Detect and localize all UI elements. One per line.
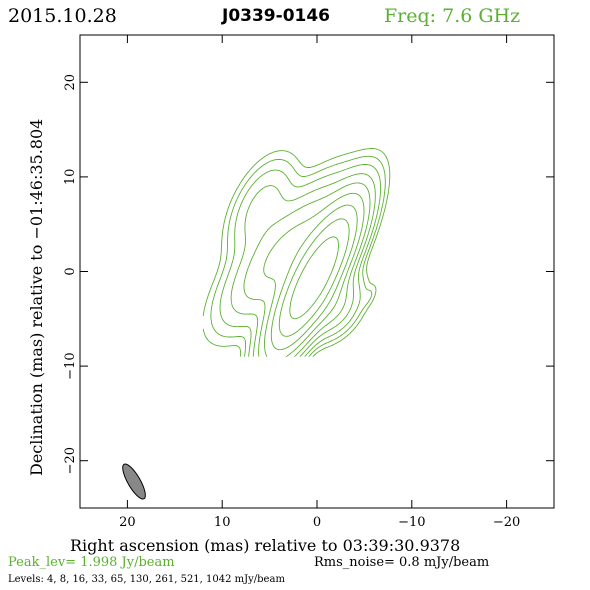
x-axis-label: Right ascension (mas) relative to 03:39:… xyxy=(70,536,460,555)
contour-level-33 xyxy=(230,173,376,357)
rms-noise: Rms_noise= 0.8 mJy/beam xyxy=(314,555,489,570)
x-tick-label: 0 xyxy=(313,515,321,530)
contour-level-16 xyxy=(219,164,382,357)
frequency-label: Freq: 7.6 GHz xyxy=(384,5,520,27)
y-tick-label: 0 xyxy=(63,267,78,275)
contour-level-8 xyxy=(210,155,386,357)
contour-level-521 xyxy=(278,218,350,337)
x-tick-label: −10 xyxy=(398,515,425,530)
x-tick-label: 20 xyxy=(119,515,136,530)
x-tick-label: −20 xyxy=(493,515,520,530)
beam-shape xyxy=(122,463,146,500)
plot-frame xyxy=(79,34,555,509)
contour-level-65 xyxy=(243,182,371,357)
contour-group xyxy=(202,148,391,357)
date-label: 2015.10.28 xyxy=(8,5,117,27)
y-tick-label: −20 xyxy=(63,447,78,474)
peak-level: Peak_lev= 1.998 Jy/beam xyxy=(8,555,175,570)
tick-group: 20 10 0 −10 −20 20 10 0 −10 −20 xyxy=(63,35,554,530)
source-name: J0339-0146 xyxy=(221,6,330,26)
y-axis-label: Declination (mas) relative to −01:46:35.… xyxy=(27,119,46,476)
contour-levels: Levels: 4, 8, 16, 33, 65, 130, 261, 521,… xyxy=(8,574,285,585)
contour-level-261 xyxy=(270,204,358,351)
y-tick-label: −10 xyxy=(63,352,78,379)
contour-level-4 xyxy=(202,148,391,357)
beam-ellipse xyxy=(122,463,146,500)
x-tick-label: 10 xyxy=(214,515,231,530)
y-tick-label: 10 xyxy=(63,169,78,186)
contour-level-1042 xyxy=(289,236,339,320)
contour-level-130 xyxy=(263,192,365,357)
y-tick-label: 20 xyxy=(63,74,78,91)
